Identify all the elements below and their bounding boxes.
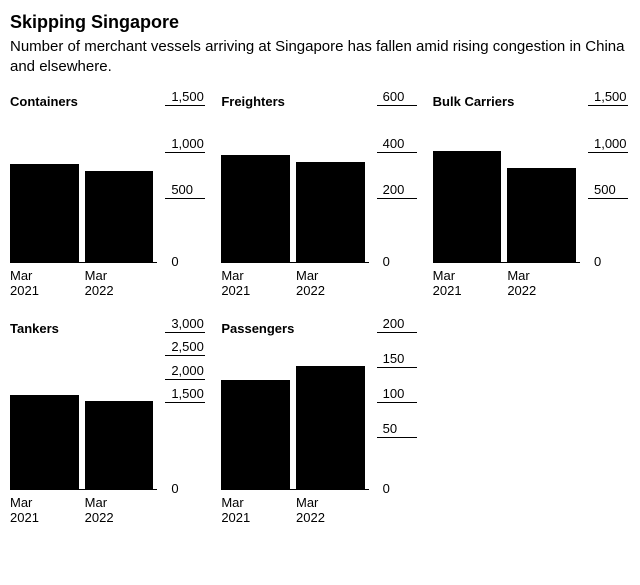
ytick-line <box>165 402 205 403</box>
ytick-label: 1,000 <box>157 136 204 152</box>
chart-panel: Passengers200150100500Mar 2021Mar 2022 <box>221 321 418 526</box>
bar <box>296 366 365 489</box>
y-axis: 3,0002,5002,0001,5000 <box>157 350 207 490</box>
ytick-label: 600 <box>369 89 405 105</box>
ytick-label: 0 <box>369 254 390 269</box>
chart-panel: Freighters6004002000Mar 2021Mar 2022 <box>221 94 418 299</box>
ytick-line <box>377 198 417 199</box>
bar <box>10 164 79 262</box>
x-label: Mar 2022 <box>85 496 154 526</box>
chart: 3,0002,5002,0001,5000 <box>10 350 207 490</box>
x-label: Mar 2021 <box>221 496 290 526</box>
y-axis: 1,5001,0005000 <box>580 123 630 263</box>
page-subtitle: Number of merchant vessels arriving at S… <box>10 37 630 76</box>
chart-panel: Bulk Carriers1,5001,0005000Mar 2021Mar 2… <box>433 94 630 299</box>
ytick-line <box>588 198 628 199</box>
ytick-label: 500 <box>580 182 616 198</box>
chart-panel: Containers1,5001,0005000Mar 2021Mar 2022 <box>10 94 207 299</box>
plot-area <box>10 123 157 263</box>
y-axis: 1,5001,0005000 <box>157 123 207 263</box>
x-labels: Mar 2021Mar 2022 <box>221 269 418 299</box>
plot-area <box>10 350 157 490</box>
ytick-label: 2,500 <box>157 339 204 355</box>
ytick-label: 150 <box>369 351 405 367</box>
ytick-label: 1,000 <box>580 136 627 152</box>
bar <box>85 171 154 262</box>
chart: 1,5001,0005000 <box>10 123 207 263</box>
bars <box>221 123 368 262</box>
bars <box>10 350 157 489</box>
x-label: Mar 2022 <box>296 496 365 526</box>
ytick-label: 500 <box>157 182 193 198</box>
bar <box>221 380 290 489</box>
x-label: Mar 2022 <box>85 269 154 299</box>
bar <box>10 395 79 489</box>
ytick-label: 50 <box>369 421 397 437</box>
ytick-label: 200 <box>369 182 405 198</box>
page-title: Skipping Singapore <box>10 12 630 33</box>
ytick-label: 400 <box>369 136 405 152</box>
ytick-line <box>165 355 205 356</box>
ytick-label: 1,500 <box>157 89 204 105</box>
bars <box>10 123 157 262</box>
chart: 200150100500 <box>221 350 418 490</box>
bars <box>221 350 368 489</box>
ytick-label: 3,000 <box>157 316 204 332</box>
x-labels: Mar 2021Mar 2022 <box>10 269 207 299</box>
bar <box>221 155 290 262</box>
y-axis: 6004002000 <box>369 123 419 263</box>
bar <box>296 162 365 262</box>
chart-panel: Tankers3,0002,5002,0001,5000Mar 2021Mar … <box>10 321 207 526</box>
ytick-line <box>588 105 628 106</box>
ytick-line <box>377 367 417 368</box>
bar <box>85 401 154 489</box>
x-labels: Mar 2021Mar 2022 <box>221 496 418 526</box>
plot-area <box>433 123 580 263</box>
ytick-line <box>165 105 205 106</box>
bar <box>433 151 502 262</box>
ytick-label: 0 <box>580 254 601 269</box>
ytick-label: 2,000 <box>157 363 204 379</box>
ytick-line <box>165 152 205 153</box>
plot-area <box>221 350 368 490</box>
ytick-line <box>165 332 205 333</box>
x-labels: Mar 2021Mar 2022 <box>433 269 630 299</box>
chart: 1,5001,0005000 <box>433 123 630 263</box>
ytick-label: 0 <box>157 481 178 496</box>
plot-area <box>221 123 368 263</box>
x-label: Mar 2021 <box>221 269 290 299</box>
ytick-label: 0 <box>369 481 390 496</box>
ytick-label: 100 <box>369 386 405 402</box>
ytick-line <box>377 105 417 106</box>
ytick-label: 1,500 <box>580 89 627 105</box>
ytick-line <box>377 437 417 438</box>
ytick-line <box>165 198 205 199</box>
chart-grid: Containers1,5001,0005000Mar 2021Mar 2022… <box>10 94 630 526</box>
x-label: Mar 2022 <box>296 269 365 299</box>
ytick-label: 0 <box>157 254 178 269</box>
x-label: Mar 2021 <box>433 269 502 299</box>
y-axis: 200150100500 <box>369 350 419 490</box>
ytick-line <box>377 332 417 333</box>
x-label: Mar 2022 <box>507 269 576 299</box>
ytick-line <box>588 152 628 153</box>
ytick-label: 1,500 <box>157 386 204 402</box>
chart: 6004002000 <box>221 123 418 263</box>
ytick-line <box>165 379 205 380</box>
x-label: Mar 2021 <box>10 269 79 299</box>
x-label: Mar 2021 <box>10 496 79 526</box>
ytick-line <box>377 402 417 403</box>
ytick-line <box>377 152 417 153</box>
bar <box>507 168 576 262</box>
ytick-label: 200 <box>369 316 405 332</box>
x-labels: Mar 2021Mar 2022 <box>10 496 207 526</box>
bars <box>433 123 580 262</box>
